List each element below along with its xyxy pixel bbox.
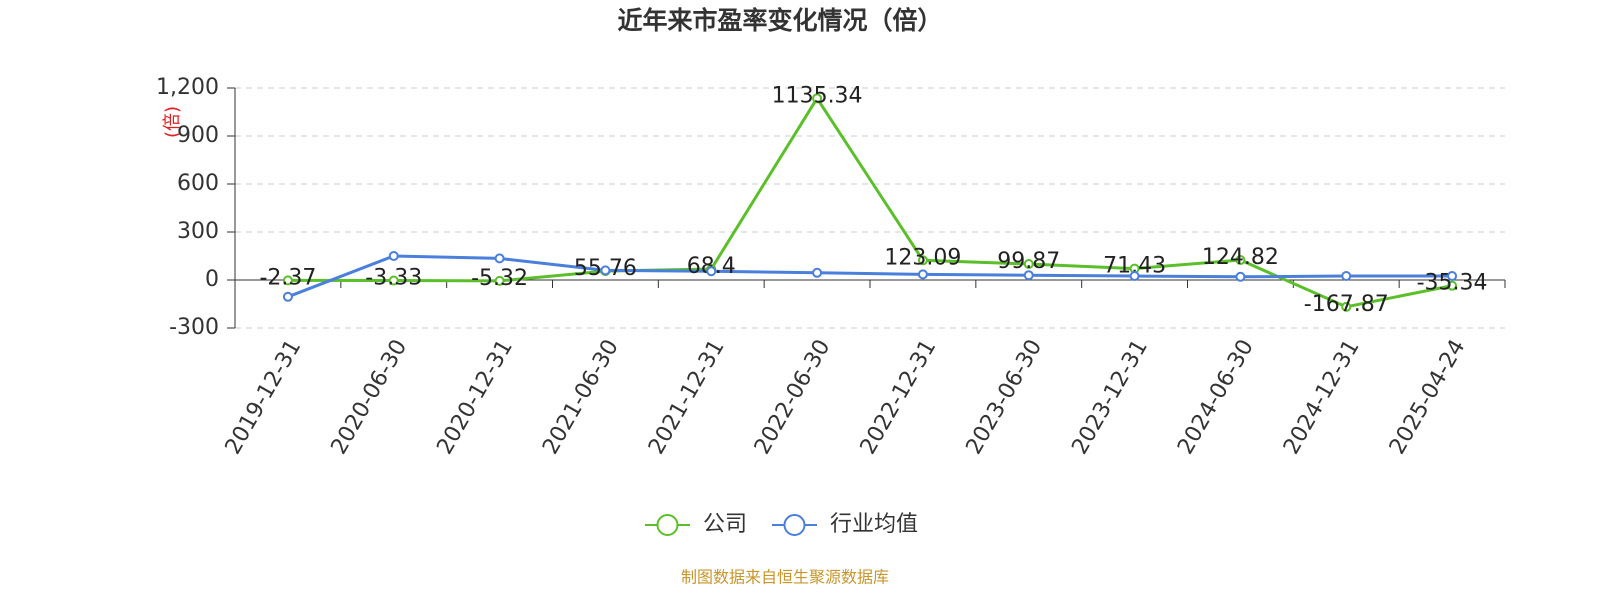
y-tick-label: 1,200: [156, 75, 219, 100]
data-label: -2.37: [259, 265, 316, 290]
point: [282, 275, 293, 286]
x-tick-label: 2019-12-31: [221, 336, 307, 459]
x-tick-label: 2023-12-31: [1067, 336, 1153, 459]
data-label: 99.87: [997, 249, 1060, 274]
chart-title: 近年来市盈率变化情况（倍）: [617, 6, 942, 35]
x-tick-label: 2024-06-30: [1173, 336, 1259, 459]
point: [812, 267, 823, 278]
x-tick-label: 2020-06-30: [327, 336, 413, 459]
x-tick-label: 2024-12-31: [1279, 336, 1365, 459]
y-axis-label: (倍): [162, 106, 183, 138]
point: [494, 275, 505, 286]
point: [1023, 270, 1034, 281]
data-label: -5.32: [471, 266, 528, 291]
data-label: 124.82: [1202, 245, 1279, 270]
x-tick-label: 2021-06-30: [538, 336, 624, 459]
legend-marker: [656, 514, 679, 536]
point: [917, 269, 928, 280]
y-tick-label: 900: [177, 123, 219, 148]
point: [1341, 301, 1352, 312]
x-tick-label: 2023-06-30: [962, 336, 1048, 459]
point: [1341, 271, 1352, 281]
y-tick-label: -300: [169, 315, 219, 340]
point: [1023, 259, 1034, 270]
data-label: 1135.34: [772, 83, 863, 108]
x-tick-label: 2020-12-31: [432, 336, 518, 459]
legend-label: 公司: [703, 512, 747, 537]
x-tick-label: 2022-06-30: [750, 336, 836, 459]
series-line: [287, 254, 1453, 299]
point: [706, 266, 717, 277]
point: [494, 253, 505, 264]
source-note: 制图数据来自恒生聚源数据库: [681, 568, 889, 587]
y-tick-label: 300: [177, 219, 219, 244]
point: [812, 93, 823, 104]
x-tick-label: 2022-12-31: [856, 336, 942, 459]
x-tick-label: 2025-04-24: [1385, 336, 1471, 459]
point: [1235, 271, 1246, 282]
x-tick-label: 2021-12-31: [644, 336, 730, 459]
point: [600, 265, 611, 276]
legend-marker: [783, 514, 806, 536]
point: [388, 275, 399, 286]
y-tick-label: 600: [177, 171, 219, 196]
point: [1447, 271, 1458, 281]
series-line: [287, 95, 1453, 309]
point: [917, 255, 928, 266]
point: [1129, 271, 1140, 281]
y-tick-label: 0: [205, 267, 219, 292]
legend-label: 行业均值: [830, 512, 918, 537]
point: [282, 291, 293, 302]
point: [1447, 280, 1458, 291]
point: [1235, 255, 1246, 266]
point: [388, 251, 399, 261]
data-label: -167.87: [1304, 292, 1389, 317]
data-label: 123.09: [884, 245, 961, 270]
data-label: -3.33: [365, 266, 422, 291]
